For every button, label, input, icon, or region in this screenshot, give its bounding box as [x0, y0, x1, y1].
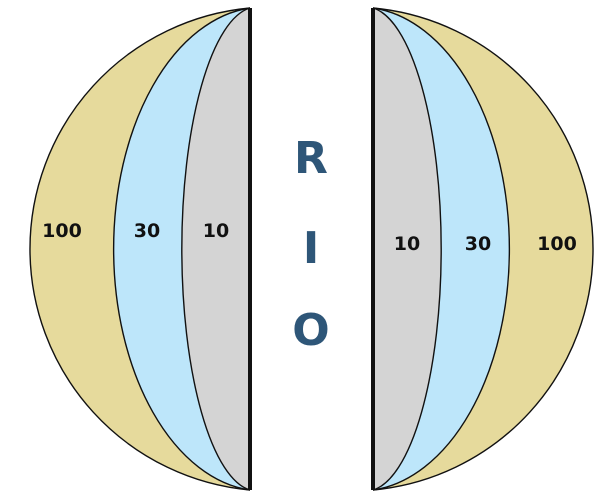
left-outlines: [29, 7, 251, 491]
center-letters: R I O: [292, 133, 329, 356]
right-zone-label-inner: 10: [394, 233, 420, 255]
left-zone-label-inner: 10: [203, 220, 229, 242]
right-zone-label-outer: 100: [537, 233, 577, 255]
center-letter-i: I: [303, 223, 319, 274]
left-outer-arc: [29, 7, 251, 491]
left-zone-inner: [181, 8, 250, 490]
left-middle-arc: [112, 7, 251, 491]
right-zone-label-middle: 30: [465, 233, 491, 255]
right-zone-outer: [373, 8, 594, 490]
right-outlines: [372, 7, 594, 491]
left-zone-label-outer: 100: [42, 220, 82, 242]
left-half: 100 30 10: [29, 7, 252, 491]
left-zone-label-middle: 30: [134, 220, 160, 242]
left-zone-outer: [29, 8, 251, 490]
center-letter-r: R: [294, 133, 328, 184]
center-letter-o: O: [292, 305, 329, 356]
right-zone-inner: [373, 8, 442, 490]
right-middle-arc: [372, 7, 511, 491]
right-outer-arc: [372, 7, 594, 491]
right-inner-arc: [372, 7, 442, 491]
right-half: 10 30 100: [371, 7, 594, 491]
left-inner-arc: [181, 7, 251, 491]
